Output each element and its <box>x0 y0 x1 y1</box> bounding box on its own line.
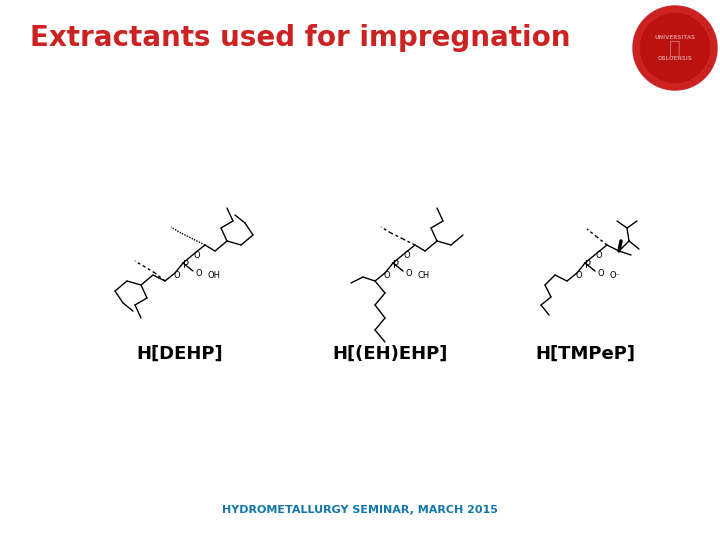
Text: O: O <box>174 271 180 280</box>
Polygon shape <box>633 6 717 90</box>
Text: O: O <box>595 251 603 260</box>
Text: Extractants used for impregnation: Extractants used for impregnation <box>30 24 570 52</box>
Text: O: O <box>576 271 582 280</box>
Polygon shape <box>641 14 709 83</box>
Text: H[TMPeP]: H[TMPeP] <box>535 345 635 363</box>
Text: P: P <box>183 260 189 270</box>
Text: O: O <box>404 251 410 260</box>
Text: P: P <box>585 260 591 270</box>
Text: OSLOENSIS: OSLOENSIS <box>657 56 693 61</box>
Text: UNIVERSITAS: UNIVERSITAS <box>654 35 696 40</box>
Text: O: O <box>195 268 202 278</box>
Text: HYDROMETALLURGY SEMINAR, MARCH 2015: HYDROMETALLURGY SEMINAR, MARCH 2015 <box>222 505 498 515</box>
Text: OH: OH <box>207 271 220 280</box>
Text: O: O <box>384 271 390 280</box>
Text: CH: CH <box>417 271 429 280</box>
Text: O⁻: O⁻ <box>609 271 620 280</box>
Text: O: O <box>405 268 412 278</box>
Text: 🏛: 🏛 <box>669 38 681 57</box>
Text: O: O <box>194 251 200 260</box>
Text: H[DEHP]: H[DEHP] <box>137 345 223 363</box>
Text: O: O <box>597 268 603 278</box>
Text: H[(EH)EHP]: H[(EH)EHP] <box>333 345 448 363</box>
Text: P: P <box>393 260 399 270</box>
